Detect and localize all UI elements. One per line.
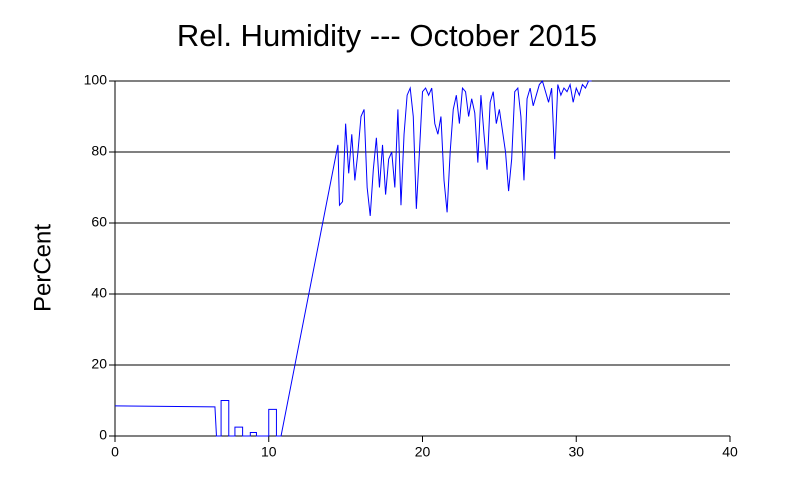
y-axis-label: PerCent xyxy=(29,224,56,312)
x-tick-label: 40 xyxy=(722,444,738,460)
y-tick-label: 80 xyxy=(91,143,107,159)
x-tick-label: 0 xyxy=(111,444,119,460)
x-tick-label: 30 xyxy=(568,444,584,460)
chart-title: Rel. Humidity --- October 2015 xyxy=(177,18,597,53)
y-tick-label: 20 xyxy=(91,356,107,372)
x-tick-label: 20 xyxy=(415,444,431,460)
y-tick-label: 40 xyxy=(91,285,107,301)
y-tick-label: 60 xyxy=(91,214,107,230)
data-line xyxy=(114,79,592,437)
x-tick-label: 10 xyxy=(261,444,277,460)
y-tick-label: 100 xyxy=(84,72,108,88)
y-tick-label: 0 xyxy=(99,427,107,443)
